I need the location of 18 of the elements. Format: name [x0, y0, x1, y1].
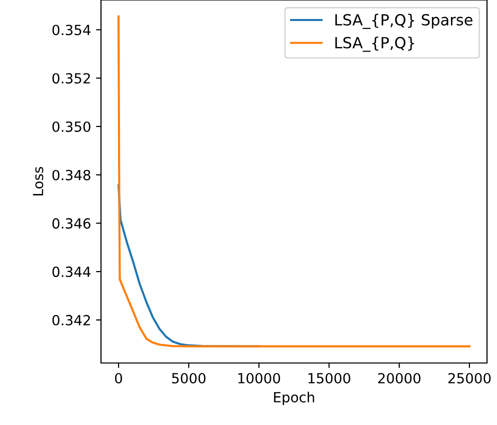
x-axis-title: Epoch — [274, 392, 314, 406]
x-tick-label: 25000 — [448, 372, 491, 384]
x-tick-label: 10000 — [238, 372, 280, 384]
y-tick-label: 0.346 — [52, 218, 90, 229]
x-tick-label: 0 — [115, 372, 122, 384]
y-tick-label: 0.342 — [52, 314, 90, 326]
y-tick-label: 0.348 — [52, 170, 90, 180]
y-axis-title: Loss — [32, 166, 44, 196]
y-tick-label: 0.354 — [52, 24, 90, 36]
line-series — [118, 15, 470, 348]
y-tick-label: 0.352 — [52, 73, 90, 84]
y-tick-label: 0.344 — [52, 266, 90, 278]
x-tick-label: 15000 — [308, 372, 350, 384]
x-tick-label: 5000 — [172, 372, 206, 384]
legend-label: LSA_{P,Q} Sparse — [335, 14, 472, 29]
legend-label: LSA_{P,Q} — [335, 36, 414, 52]
x-tick-label: 20000 — [378, 372, 420, 384]
y-tick-label: 0.350 — [52, 121, 90, 132]
